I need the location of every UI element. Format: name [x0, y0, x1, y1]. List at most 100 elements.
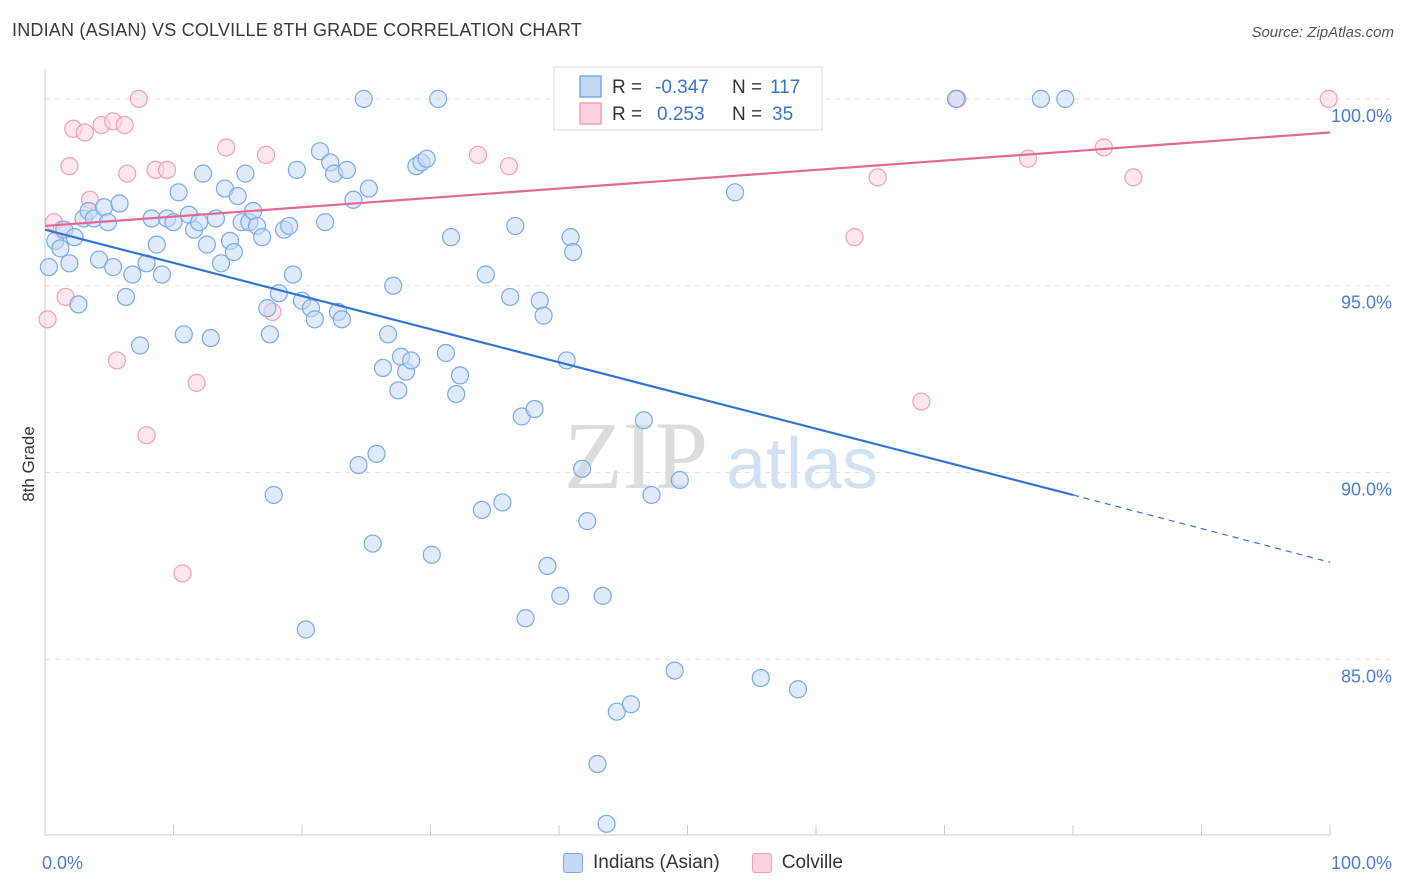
series-legend-swatch: [563, 853, 583, 873]
legend-n-value: 35: [772, 104, 793, 125]
data-point: [174, 325, 193, 344]
data-point: [868, 168, 887, 187]
data-point: [493, 493, 512, 512]
watermark: ZIP atlas: [564, 402, 878, 509]
correlation-legend: R = -0.347 N = 117 R = 0.253 N = 35: [553, 66, 823, 131]
data-point: [1056, 89, 1075, 108]
data-point: [422, 545, 441, 564]
data-point: [499, 157, 518, 176]
data-point: [118, 164, 137, 183]
trend-line: [44, 131, 1331, 228]
x-tick-label: 100.0%: [1331, 853, 1392, 873]
data-point: [373, 358, 393, 378]
y-axis-title: 8th Grade: [19, 426, 38, 502]
data-point: [506, 216, 525, 236]
data-point: [95, 198, 114, 217]
data-point: [51, 239, 70, 258]
data-point: [665, 661, 684, 680]
legend-swatch-indians: [579, 75, 602, 98]
data-point: [280, 216, 299, 236]
data-point: [217, 138, 236, 157]
y-tick-label: 95.0%: [1341, 293, 1392, 313]
data-point: [258, 299, 277, 318]
data-point: [260, 325, 279, 344]
legend-row-indians: R = -0.347 N = 117: [579, 75, 800, 98]
data-point: [516, 609, 535, 628]
series-legend-item-indians[interactable]: Indians (Asian): [563, 852, 720, 874]
data-point: [607, 702, 626, 721]
data-point: [530, 291, 549, 310]
data-point: [110, 194, 129, 213]
source-label: Source: ZipAtlas.com: [1251, 24, 1394, 41]
data-point: [137, 426, 156, 445]
data-point: [354, 89, 373, 108]
legend-n-value: 117: [770, 77, 800, 98]
data-point: [845, 228, 864, 247]
data-point: [634, 411, 653, 430]
data-point: [236, 164, 255, 183]
series-legend-label: Colville: [781, 852, 843, 873]
grid-lines: [45, 98, 1392, 660]
data-point: [436, 343, 456, 363]
series-legend-item-colville[interactable]: Colville: [751, 852, 843, 874]
data-point: [316, 213, 335, 232]
y-tick-label: 85.0%: [1341, 666, 1392, 686]
data-point: [332, 310, 351, 329]
data-point: [173, 564, 192, 583]
data-point: [310, 142, 330, 161]
data-point: [115, 115, 134, 135]
data-point: [751, 668, 770, 688]
data-point: [378, 325, 398, 344]
data-point: [107, 351, 127, 370]
data-point: [224, 242, 243, 262]
legend-r-value: 0.253: [657, 104, 705, 125]
data-point: [367, 444, 386, 463]
data-point: [501, 287, 520, 307]
data-point: [296, 620, 315, 639]
data-point: [349, 455, 368, 475]
data-point: [60, 157, 79, 176]
legend-r-label: R =: [612, 77, 642, 98]
data-point: [551, 586, 570, 605]
data-point: [564, 242, 583, 262]
data-point: [60, 254, 79, 273]
y-tick-label: 100.0%: [1331, 106, 1392, 126]
data-point: [472, 500, 491, 520]
data-point: [441, 228, 461, 247]
axes: [44, 69, 1331, 836]
series-legend: Indians (Asian) Colville: [0, 852, 1406, 874]
data-point: [525, 399, 544, 419]
data-point: [283, 265, 303, 284]
data-point: [130, 336, 150, 355]
data-point: [75, 123, 94, 142]
data-point: [69, 295, 88, 314]
series-legend-swatch: [751, 853, 772, 873]
data-point: [211, 254, 231, 273]
data-point: [123, 265, 142, 284]
data-point: [187, 373, 206, 392]
legend-r-value: -0.347: [655, 77, 709, 98]
data-point: [197, 235, 217, 254]
legend-row-colville: R = 0.253 N = 35: [579, 102, 793, 125]
legend-n-label: N =: [732, 77, 762, 98]
legend-swatch-colville: [579, 102, 602, 125]
data-point: [228, 186, 247, 206]
data-point: [725, 183, 745, 202]
legend-r-label: R =: [612, 104, 642, 125]
data-point: [561, 228, 580, 247]
data-point: [534, 306, 553, 325]
data-point: [264, 485, 283, 505]
trend-line: [44, 228, 1074, 497]
trend-lines: [44, 131, 1331, 563]
data-point: [1031, 89, 1050, 108]
data-point: [157, 160, 177, 179]
data-point: [573, 459, 592, 478]
data-point: [363, 534, 382, 553]
data-point: [538, 556, 557, 576]
data-point: [116, 287, 136, 307]
y-tick-label: 90.0%: [1341, 480, 1392, 500]
data-point: [912, 392, 931, 411]
data-point: [39, 257, 58, 277]
data-point: [402, 351, 421, 370]
